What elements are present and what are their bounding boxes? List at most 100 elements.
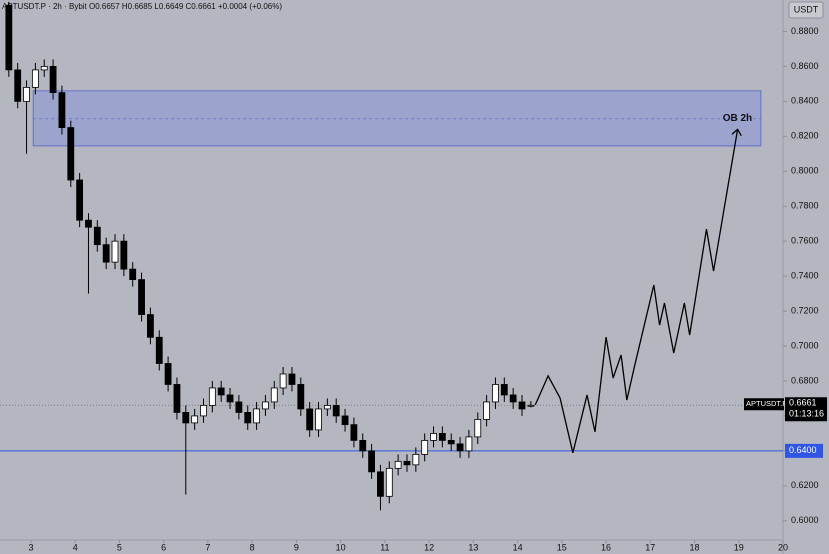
x-tick-label: 15 xyxy=(557,542,567,552)
y-tick-label: 0.7400 xyxy=(791,270,819,280)
candle-body xyxy=(262,401,269,410)
y-tick-label: 0.8000 xyxy=(791,166,819,176)
currency-box xyxy=(788,1,824,19)
candle-body xyxy=(217,387,225,396)
candle-body xyxy=(297,384,305,410)
projection-path xyxy=(534,130,737,453)
y-tick-label: 0.8200 xyxy=(791,131,819,141)
candle-body xyxy=(385,467,393,497)
candle-body xyxy=(306,408,314,431)
y-tick-label: 0.6000 xyxy=(791,515,819,525)
candle-body xyxy=(341,415,349,426)
candle-body xyxy=(500,384,508,396)
candle-body xyxy=(14,69,22,102)
level-label-box xyxy=(785,443,823,458)
candle-body xyxy=(509,394,517,403)
candle-body xyxy=(270,387,278,403)
price-box xyxy=(785,397,827,422)
candle-body xyxy=(244,412,252,424)
x-tick-label: 3 xyxy=(28,542,33,552)
candle-body xyxy=(226,394,234,403)
candle-body xyxy=(421,439,429,455)
candle-body xyxy=(235,401,243,413)
candle-body xyxy=(5,4,13,71)
candle-body xyxy=(465,436,473,452)
x-tick-label: 18 xyxy=(690,542,700,552)
x-tick-label: 9 xyxy=(294,542,299,552)
candle-body xyxy=(200,405,207,417)
candle-body xyxy=(253,408,260,424)
level-label: 0.6400 xyxy=(789,445,817,455)
candle-body xyxy=(474,419,482,438)
candle-body xyxy=(58,92,66,128)
candle-body xyxy=(438,432,446,441)
candle-body xyxy=(138,279,145,315)
candle-body xyxy=(518,401,526,410)
x-tick-label: 20 xyxy=(778,542,788,552)
y-tick-label: 0.7000 xyxy=(791,340,819,350)
candle-body xyxy=(111,240,119,263)
candle-body xyxy=(147,314,154,338)
candle-body xyxy=(332,405,340,417)
y-tick-label: 0.8800 xyxy=(791,26,819,36)
candle-body xyxy=(315,408,322,431)
candle-body xyxy=(394,460,402,469)
x-tick-label: 6 xyxy=(161,542,166,552)
symbol-label: APTUSDT.P xyxy=(746,399,787,408)
candle-body xyxy=(527,404,535,407)
ob-zone xyxy=(32,90,762,147)
candle-body xyxy=(377,471,384,497)
candle-body xyxy=(359,439,367,452)
y-tick-label: 0.8600 xyxy=(791,61,819,71)
countdown-label: 01:13:16 xyxy=(789,409,824,419)
candle-body xyxy=(323,405,331,410)
candle-body xyxy=(173,384,181,413)
price-label: 0.6661 xyxy=(789,398,817,408)
candle-body xyxy=(279,373,287,389)
x-tick-label: 11 xyxy=(380,542,389,552)
candle-body xyxy=(23,86,30,102)
candle-body xyxy=(492,384,499,403)
candle-body xyxy=(430,432,437,441)
candle-body xyxy=(182,412,190,424)
candle-body xyxy=(483,401,491,420)
candle-body xyxy=(288,373,296,385)
x-tick-label: 17 xyxy=(645,542,655,552)
candle-body xyxy=(191,415,199,424)
candle-body xyxy=(49,66,57,94)
candle-body xyxy=(447,439,455,445)
y-tick-label: 0.7200 xyxy=(791,305,819,315)
candle-body xyxy=(129,268,137,281)
candle-body xyxy=(164,363,172,385)
candle-body xyxy=(456,443,464,452)
candle-body xyxy=(102,244,110,263)
candle-body xyxy=(368,450,375,473)
y-tick-label: 0.7600 xyxy=(791,236,819,246)
y-tick-label: 0.7800 xyxy=(791,201,819,211)
x-tick-label: 8 xyxy=(250,542,255,552)
candle-body xyxy=(403,460,411,466)
x-tick-label: 16 xyxy=(601,542,611,552)
candle-body xyxy=(40,66,48,71)
x-tick-label: 13 xyxy=(468,542,478,552)
x-tick-label: 19 xyxy=(734,542,744,552)
candle-body xyxy=(85,219,92,228)
candle-body xyxy=(120,240,128,270)
candle-body xyxy=(208,387,216,406)
header: APTUSDT.P · 2h · Bybit O0.6657 H0.6685 L… xyxy=(2,2,282,11)
candle-body xyxy=(67,127,75,181)
candle-body xyxy=(155,336,163,364)
x-tick-label: 10 xyxy=(336,542,346,552)
x-tick-label: 12 xyxy=(424,542,434,552)
y-tick-label: 0.6200 xyxy=(791,480,819,490)
candle-body xyxy=(76,179,84,221)
y-tick-label: 0.8400 xyxy=(791,96,819,106)
candle-body xyxy=(412,453,420,466)
x-tick-label: 7 xyxy=(205,542,210,552)
candle-body xyxy=(31,69,39,88)
symbol-box xyxy=(744,398,784,411)
candle-body xyxy=(93,226,101,246)
x-tick-label: 4 xyxy=(73,542,78,552)
x-tick-label: 14 xyxy=(513,542,523,552)
